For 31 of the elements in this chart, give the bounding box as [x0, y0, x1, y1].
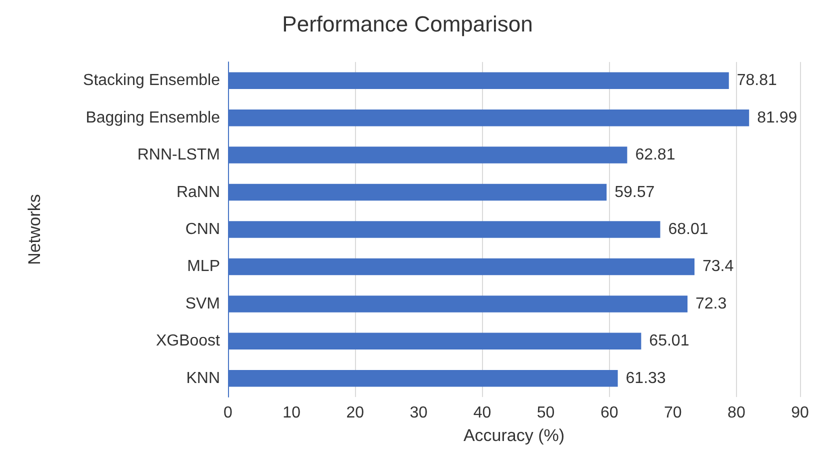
chart-title: Performance Comparison — [282, 12, 533, 36]
data-label: 72.3 — [696, 295, 727, 312]
x-tick-label: 90 — [791, 404, 809, 422]
x-tick-label: 40 — [473, 404, 492, 422]
y-tick-label: Stacking Ensemble — [83, 72, 220, 90]
x-tick-label: 60 — [600, 404, 618, 422]
data-label: 81.99 — [757, 109, 798, 126]
x-tick-label: 30 — [410, 404, 428, 422]
y-tick-label: KNN — [186, 370, 220, 387]
data-label: 59.57 — [614, 184, 655, 201]
x-tick-label: 20 — [346, 404, 364, 422]
x-axis-title: Accuracy (%) — [463, 426, 565, 445]
y-tick-label: Bagging Ensemble — [86, 109, 220, 126]
y-tick-label: RaNN — [176, 184, 220, 201]
data-label: 73.4 — [702, 258, 734, 276]
y-tick-label: SVM — [185, 295, 220, 312]
y-tick-label: RNN-LSTM — [137, 146, 220, 164]
data-label: 61.33 — [626, 370, 666, 387]
x-tick-label: 10 — [282, 404, 301, 422]
x-tick-label: 0 — [224, 404, 233, 422]
x-tick-label: 70 — [664, 404, 682, 422]
x-tick-label: 80 — [728, 404, 746, 422]
data-label: 62.81 — [635, 146, 676, 164]
data-label: 65.01 — [649, 332, 690, 350]
y-tick-label: CNN — [185, 221, 220, 238]
y-tick-label: XGBoost — [156, 332, 221, 350]
data-label: 78.81 — [736, 72, 778, 90]
data-label: 68.01 — [668, 221, 708, 238]
x-tick-label: 50 — [536, 404, 555, 422]
y-axis-title: Networks — [25, 194, 44, 265]
y-tick-label: MLP — [187, 258, 220, 276]
